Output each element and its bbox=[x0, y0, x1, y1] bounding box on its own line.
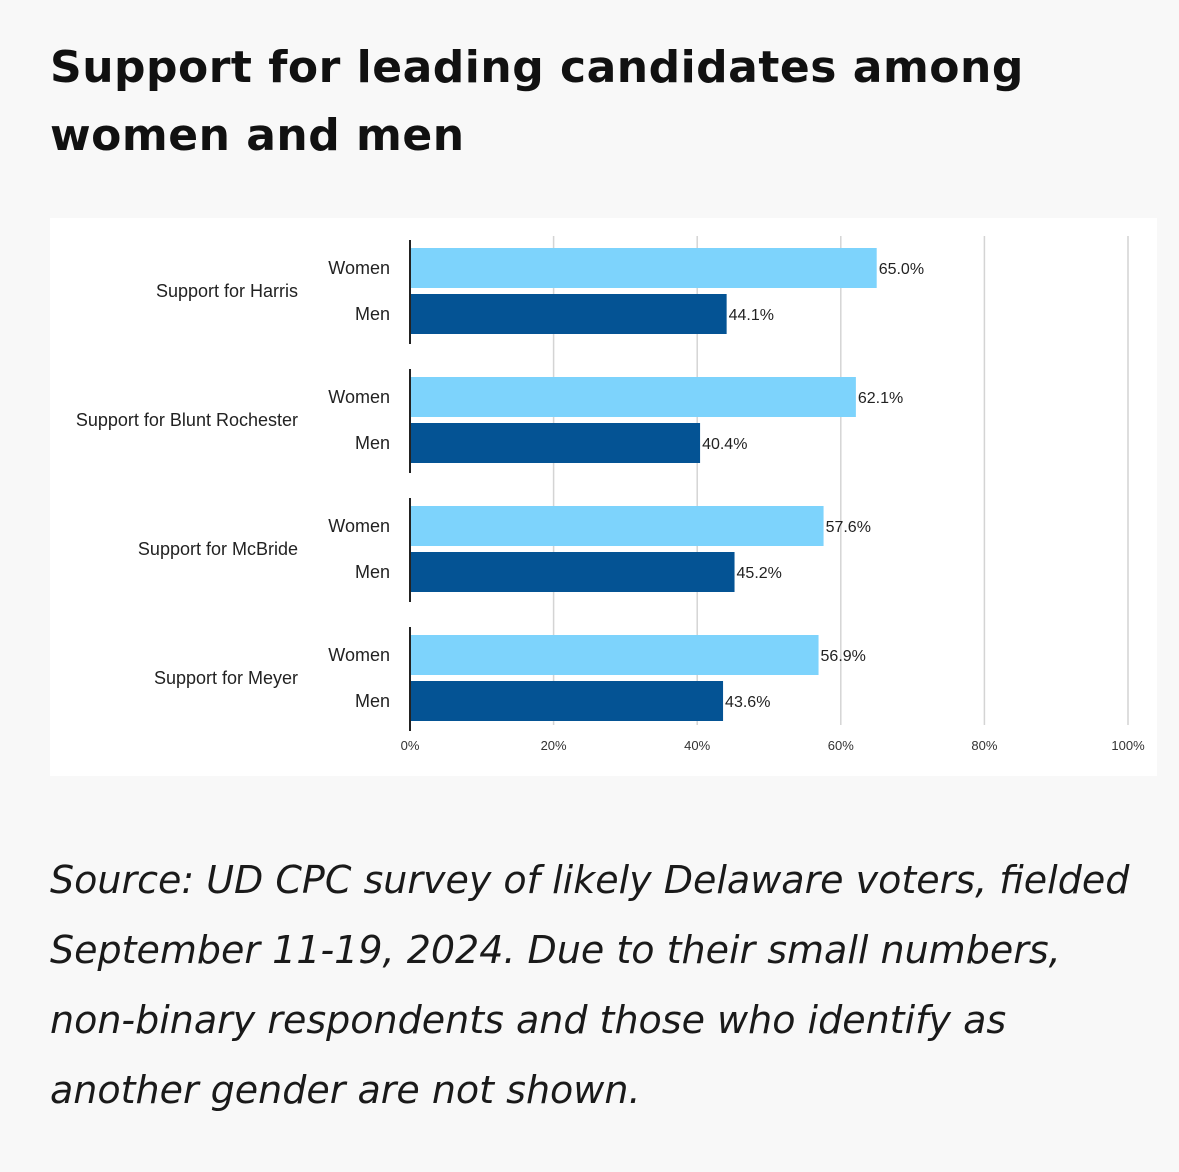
men-bar bbox=[410, 294, 727, 334]
data-label: 45.2% bbox=[737, 565, 782, 582]
chart-title: Support for leading candidates among wom… bbox=[50, 42, 1024, 161]
data-label: 43.6% bbox=[725, 694, 770, 711]
data-label: 56.9% bbox=[821, 648, 866, 665]
women-bar bbox=[410, 248, 877, 288]
data-label: 62.1% bbox=[858, 390, 903, 407]
bar-chart: 0% 20% 40% 60% 80% 100% Women 65.0% Men 44.1% Supp… bbox=[76, 236, 1145, 753]
series-label-men: Men bbox=[355, 562, 390, 582]
series-label-men: Men bbox=[355, 433, 390, 453]
category-label: Support for Blunt Rochester bbox=[76, 410, 298, 430]
series-label-men: Men bbox=[355, 304, 390, 324]
x-tick-label: 100% bbox=[1111, 738, 1145, 753]
men-bar bbox=[410, 423, 701, 463]
data-label: 57.6% bbox=[826, 519, 871, 536]
x-tick-label: 60% bbox=[828, 738, 854, 753]
source-note: Source: UD CPC survey of likely Delaware… bbox=[50, 858, 1130, 1112]
men-bar bbox=[410, 552, 735, 592]
women-bar bbox=[410, 377, 856, 417]
chart-area: 0% 20% 40% 60% 80% 100% Women 65.0% Men 44.1% Supp… bbox=[50, 218, 1157, 776]
series-label-women: Women bbox=[328, 516, 390, 536]
data-label: 65.0% bbox=[879, 261, 924, 278]
category-label: Support for McBride bbox=[138, 539, 298, 559]
x-tick-label: 20% bbox=[541, 738, 567, 753]
women-bar bbox=[410, 506, 824, 546]
x-tick-label: 40% bbox=[684, 738, 710, 753]
series-label-men: Men bbox=[355, 691, 390, 711]
women-bar bbox=[410, 635, 819, 675]
data-label: 44.1% bbox=[729, 307, 774, 324]
men-bar bbox=[410, 681, 724, 721]
x-tick-label: 80% bbox=[971, 738, 997, 753]
x-tick-label: 0% bbox=[401, 738, 420, 753]
category-label: Support for Meyer bbox=[154, 668, 298, 688]
data-label: 40.4% bbox=[702, 436, 747, 453]
category-label: Support for Harris bbox=[156, 281, 298, 301]
series-label-women: Women bbox=[328, 258, 390, 278]
series-label-women: Women bbox=[328, 387, 390, 407]
series-label-women: Women bbox=[328, 645, 390, 665]
